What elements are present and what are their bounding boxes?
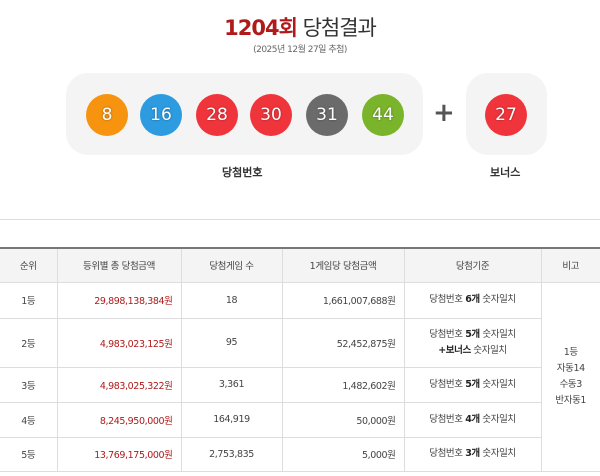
winning-ball: 16 <box>140 94 182 136</box>
criteria-count: 5개 <box>465 328 480 340</box>
plus-icon: + <box>433 98 455 128</box>
criteria-text: 숫자일치 <box>470 344 507 356</box>
rank: 3등 <box>0 366 58 403</box>
criteria-count: 6개 <box>465 294 480 305</box>
bonus-ball: 27 <box>485 94 527 136</box>
criteria-count: 4개 <box>465 413 480 425</box>
criteria-text: 숫자일치 <box>479 294 516 305</box>
winning-ball: 44 <box>362 94 404 136</box>
prize-per-game: 1,482,602원 <box>281 366 405 403</box>
note-line: 반자동1 <box>555 394 587 406</box>
criteria-text: 당첨번호 <box>429 328 466 340</box>
table-row: 1등 29,898,138,384원 18 1,661,007,688원 당첨번… <box>0 281 600 472</box>
rank: 1등 <box>0 281 58 319</box>
title-text: 당첨결과 <box>302 16 377 40</box>
note-line: 수동3 <box>559 378 583 390</box>
prize-per-game: 52,452,875원 <box>281 317 405 368</box>
criteria: 당첨번호 6개 숫자일치 <box>403 281 542 319</box>
prize-per-game: 5,000원 <box>281 436 405 472</box>
table-row: 5등 13,769,175,000원 2,753,835 5,000원 당첨번호… <box>0 436 600 472</box>
criteria-text: 당첨번호 <box>429 378 466 390</box>
criteria: 당첨번호 5개 숫자일치 <box>403 366 541 403</box>
winner-count: 95 <box>180 317 283 368</box>
winner-count: 164,919 <box>180 401 283 438</box>
winning-ball: 30 <box>250 94 292 136</box>
prize-table: 순위 등위별 총 당첨금액 당첨게임 수 1게임당 당첨금액 당첨기준 비고 1등 29,… <box>0 247 600 472</box>
criteria-bonus: +보너스 <box>438 344 471 356</box>
table-row: 4등 8,245,950,000원 164,919 50,000원 당첨번호 4… <box>0 401 600 438</box>
criteria-text: 숫자일치 <box>479 413 516 425</box>
criteria-text: 숫자일치 <box>479 378 516 390</box>
round-number: 1204회 <box>224 16 298 40</box>
winning-ball: 31 <box>306 94 348 136</box>
total-prize: 8,245,950,000원 <box>56 401 182 438</box>
divider <box>0 219 600 220</box>
criteria-count: 5개 <box>465 378 480 390</box>
table-row: 3등 4,983,025,322원 3,361 1,482,602원 당첨번호 … <box>0 366 600 403</box>
bonus-box: 27 <box>466 73 547 155</box>
criteria: 당첨번호 5개 숫자일치 +보너스 숫자일치 <box>403 317 541 368</box>
rank: 2등 <box>0 317 58 368</box>
total-prize: 29,898,138,384원 <box>56 281 182 319</box>
criteria-text: 숫자일치 <box>479 328 516 340</box>
column-header: 당첨게임 수 <box>180 247 283 283</box>
draw-date: (2025년 12월 27일 추첨) <box>253 45 347 55</box>
winning-numbers-box: 8 16 28 30 31 44 <box>66 73 423 155</box>
prize-per-game: 1,661,007,688원 <box>281 281 405 319</box>
criteria-count: 3개 <box>465 448 480 459</box>
table-row: 2등 4,983,023,125원 95 52,452,875원 당첨번호 5개… <box>0 317 600 368</box>
rank: 5등 <box>0 436 58 472</box>
criteria-text: 당첨번호 <box>429 413 466 425</box>
column-header: 1게임당 당첨금액 <box>281 247 405 283</box>
total-prize: 13,769,175,000원 <box>56 436 182 472</box>
criteria-text: 당첨번호 <box>429 294 466 305</box>
total-prize: 4,983,023,125원 <box>56 317 182 368</box>
total-prize: 4,983,025,322원 <box>56 366 182 403</box>
column-header: 당첨기준 <box>403 247 542 283</box>
bonus-label: 보너스 <box>490 166 521 179</box>
winner-count: 18 <box>180 281 283 319</box>
criteria-text: 숫자일치 <box>479 448 516 459</box>
page-title: 1204회 당첨결과 <box>0 12 600 42</box>
winner-count: 3,361 <box>180 366 283 403</box>
winning-ball: 28 <box>196 94 238 136</box>
prize-per-game: 50,000원 <box>281 401 405 438</box>
column-header: 등위별 총 당첨금액 <box>56 247 182 283</box>
criteria: 당첨번호 3개 숫자일치 <box>403 436 541 472</box>
column-header: 순위 <box>0 247 58 283</box>
winning-ball: 8 <box>86 94 128 136</box>
winning-numbers-label: 당첨번호 <box>222 166 263 179</box>
winner-count: 2,753,835 <box>180 436 283 472</box>
note-line: 자동14 <box>556 362 585 374</box>
note-line: 1등 <box>563 346 578 358</box>
criteria: 당첨번호 4개 숫자일치 <box>403 401 541 438</box>
column-header: 비고 <box>540 247 600 283</box>
rank: 4등 <box>0 401 58 438</box>
criteria-text: 당첨번호 <box>429 448 466 459</box>
